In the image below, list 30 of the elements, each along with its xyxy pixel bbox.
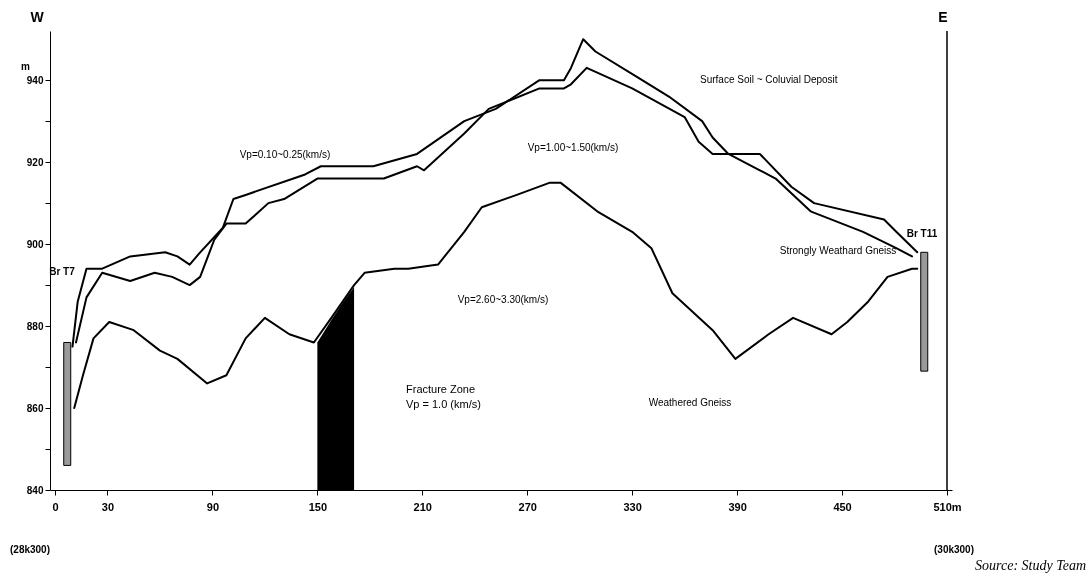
x-tick-label: 330 — [623, 500, 642, 513]
text: E — [938, 9, 948, 25]
x-tick-label: 90 — [206, 500, 220, 513]
annotation: Weathered Gneiss — [648, 397, 732, 408]
x-tick-label: 0 — [52, 500, 59, 513]
y-tick-label: 900 — [26, 238, 44, 250]
x-tick-label: 150 — [308, 500, 328, 513]
y-axis-title: m — [21, 60, 31, 72]
annotation: Vp=0.10~0.25(km/s) — [239, 149, 331, 160]
annotation: Vp=2.60~3.30(km/s) — [457, 294, 549, 305]
x-tick-label: 390 — [728, 500, 747, 513]
source-note: Source: Study Team — [975, 558, 1086, 573]
annotation: Vp=1.00~1.50(km/s) — [527, 142, 619, 153]
text: (30k300) — [933, 544, 975, 555]
annotation: Strongly Weathard Gneiss — [779, 245, 897, 256]
annotation: Surface Soil ~ Coluvial Deposit — [700, 74, 838, 85]
annotation: Br T11 — [906, 228, 938, 239]
text: W — [30, 9, 45, 25]
x-tick-label: 510m — [933, 500, 962, 513]
y-tick-label: 920 — [26, 156, 44, 168]
y-tick-label: 860 — [26, 402, 44, 414]
y-tick-label: 940 — [26, 74, 44, 86]
x-tick-label: 270 — [518, 500, 537, 513]
y-tick-label: 840 — [26, 484, 44, 496]
annotation: Fracture Zone Vp = 1.0 (km/s) — [406, 383, 481, 410]
text: (28k300) — [9, 544, 51, 555]
x-tick-label: 30 — [101, 500, 115, 513]
x-tick-label: 210 — [413, 500, 432, 513]
x-tick-label: 450 — [833, 500, 852, 513]
y-tick-label: 880 — [26, 320, 44, 332]
